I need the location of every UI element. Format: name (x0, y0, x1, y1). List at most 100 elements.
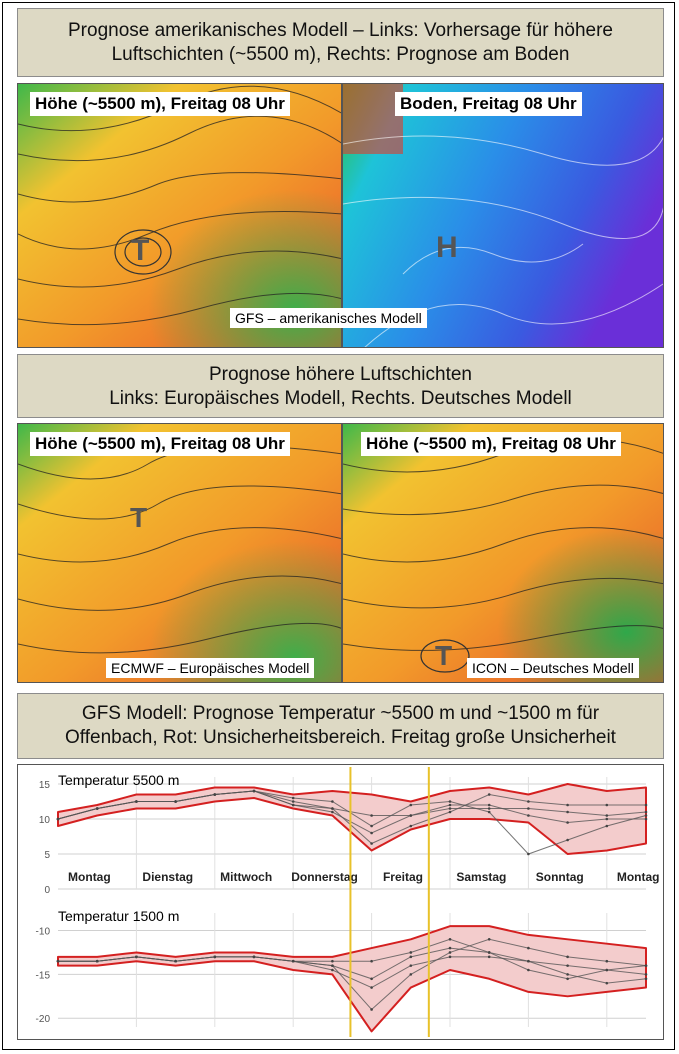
ensemble-point (56, 817, 60, 821)
ensemble-point (370, 986, 373, 989)
ensemble-point (644, 973, 648, 976)
ensemble-chart-svg: 15 10 5 0 Temperatur 5500 m Montag Dienstag Mit… (36, 767, 660, 1037)
ensemble-point (644, 814, 648, 817)
ensemble-point (566, 810, 569, 814)
ensemble-point (370, 977, 373, 981)
ensemble-point (527, 800, 530, 803)
ensemble-point (566, 803, 569, 807)
uncertainty-envelope (57, 783, 647, 855)
ensemble-point (448, 938, 452, 941)
ensemble-point (213, 955, 217, 959)
ensemble-point (566, 973, 569, 976)
ensemble-member-line (57, 790, 646, 824)
ensemble-point (95, 959, 99, 963)
ensemble-point (448, 803, 452, 807)
gfs-height-map-image (18, 84, 341, 347)
ensemble-point (448, 951, 452, 954)
banner-line: Offenbach, Rot: Unsicherheitsbereich. Fr… (65, 727, 616, 748)
ensemble-point (527, 852, 530, 856)
ensemble-point (448, 807, 452, 810)
ensemble-point (409, 814, 413, 817)
ensemble-point (331, 807, 334, 810)
ensemble-point (135, 800, 138, 803)
ensemble-point (252, 955, 256, 959)
ecmwf-height-map: Höhe (~5500 m), Freitag 08 Uhr T ECMWF –… (17, 423, 342, 683)
ensemble-point (605, 817, 609, 821)
ensemble-point (370, 831, 373, 835)
gfs-height-map: Höhe (~5500 m), Freitag 08 Uhr T (17, 83, 342, 348)
ensemble-point (174, 959, 177, 963)
ensemble-point (605, 959, 609, 963)
ensemble-point (331, 964, 334, 967)
map-source-label: GFS – amerikanisches Modell (230, 308, 427, 328)
ensemble-point (605, 981, 609, 985)
y-tick-label: 5 (44, 850, 50, 861)
ensemble-point (331, 959, 334, 963)
day-label: Dienstag (142, 870, 193, 884)
y-tick-label: 0 (44, 885, 50, 896)
y-tick-label: 15 (39, 780, 51, 791)
y-tick-label: -10 (36, 927, 51, 938)
map-source-label: ECMWF – Europäisches Modell (106, 658, 315, 678)
ensemble-point (487, 807, 491, 810)
ensemble-point (95, 807, 99, 810)
ensemble-point (644, 964, 648, 967)
y-tick-label: -15 (36, 970, 51, 981)
ensemble-point (605, 814, 609, 817)
ensemble-point (213, 793, 217, 796)
day-label: Montag (617, 870, 660, 884)
ensemble-point (527, 814, 530, 817)
ensemble-point (409, 951, 413, 954)
ensemble-point (448, 955, 452, 959)
ensemble-temperature-chart: 15 10 5 0 Temperatur 5500 m Montag Dienstag Mit… (17, 764, 664, 1040)
ensemble-point (566, 838, 569, 842)
map-title: Höhe (~5500 m), Freitag 08 Uhr (30, 432, 290, 456)
ensemble-point (448, 810, 452, 814)
chart-title: Temperatur 5500 m (58, 772, 179, 788)
ensemble-point (448, 946, 452, 950)
map-title: Höhe (~5500 m), Freitag 08 Uhr (361, 432, 621, 456)
ensemble-point (644, 803, 648, 807)
ensemble-member-line (58, 956, 647, 989)
banner-upper-air: Prognose höhere Luftschichten Links: Eur… (17, 354, 664, 418)
map-source-label: ICON – Deutsches Modell (467, 658, 639, 678)
ensemble-point (605, 803, 609, 807)
ensemble-point (331, 968, 334, 972)
ensemble-point (527, 959, 530, 963)
ensemble-point (487, 803, 491, 807)
y-tick-label: 10 (39, 815, 51, 826)
ensemble-point (331, 810, 334, 814)
high-pressure-symbol: H (436, 231, 458, 264)
ensemble-point (291, 800, 295, 803)
banner-line: GFS Modell: Prognose Temperatur ~5500 m … (81, 703, 600, 724)
icon-height-map: Höhe (~5500 m), Freitag 08 Uhr T ICON – … (342, 423, 664, 683)
ensemble-point (331, 800, 334, 803)
gfs-ground-map-image (343, 84, 663, 347)
ensemble-point (527, 807, 530, 810)
ensemble-point (487, 810, 491, 814)
day-label: Freitag (383, 870, 423, 884)
ensemble-point (409, 955, 413, 959)
banner-line: Prognose amerikanisches Modell – Links: … (68, 20, 613, 41)
day-label: Donnerstag (291, 870, 358, 884)
ensemble-point (291, 803, 295, 807)
ensemble-point (291, 796, 295, 800)
y-tick-label: -20 (36, 1014, 51, 1025)
ensemble-point (566, 955, 569, 959)
banner-line: Prognose höhere Luftschichten (208, 364, 472, 385)
ensemble-point (644, 977, 648, 981)
ensemble-point (370, 1008, 373, 1011)
low-pressure-symbol: T (435, 640, 453, 671)
ensemble-point (487, 938, 491, 941)
ensemble-point (527, 968, 530, 972)
day-label: Mittwoch (220, 870, 272, 884)
low-pressure-symbol: T (131, 234, 150, 267)
banner-line: Links: Europäisches Modell, Rechts. Deut… (109, 388, 572, 409)
ensemble-point (135, 955, 138, 959)
ensemble-point (566, 964, 569, 967)
ensemble-point (409, 803, 413, 807)
ensemble-point (409, 964, 413, 967)
ensemble-point (487, 955, 491, 959)
icon-height-map-image (343, 424, 663, 682)
ensemble-point (370, 824, 373, 828)
